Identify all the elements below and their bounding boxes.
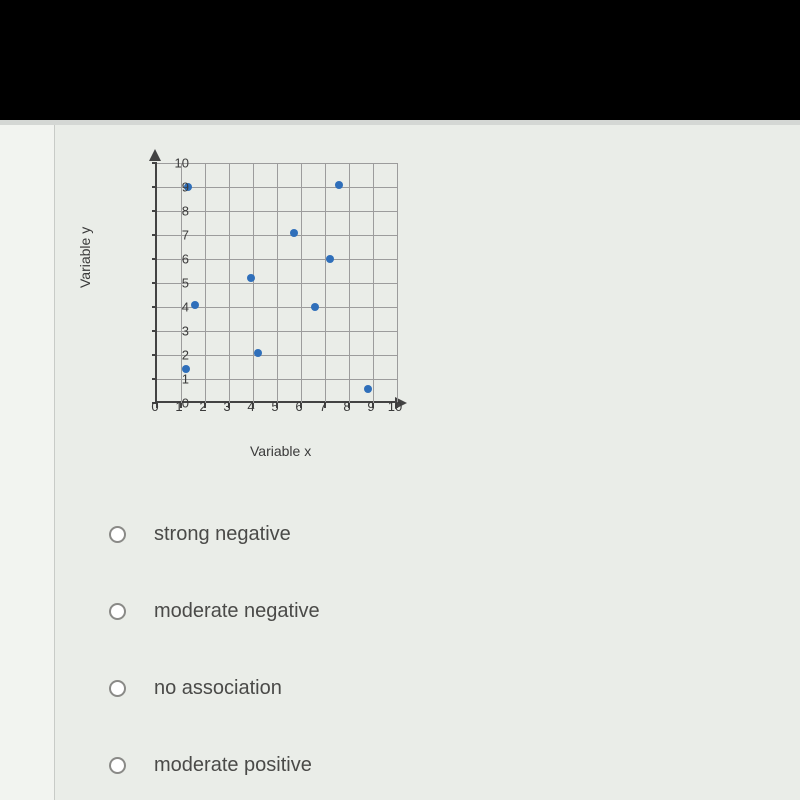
y-tick-label: 1 <box>165 372 189 387</box>
x-tick-label: 10 <box>388 399 402 414</box>
main-panel: Variable y Variable x 012345678910012345… <box>55 125 800 800</box>
data-point <box>290 229 298 237</box>
x-tick-label: 2 <box>199 399 206 414</box>
x-tick-label: 9 <box>367 399 374 414</box>
grid-horizontal <box>157 163 397 164</box>
x-tick-label: 7 <box>319 399 326 414</box>
grid-vertical <box>397 163 398 403</box>
y-tick-label: 9 <box>165 180 189 195</box>
data-point <box>364 385 372 393</box>
x-tick-label: 0 <box>151 399 158 414</box>
radio-icon[interactable] <box>109 526 126 543</box>
y-tick-mark <box>152 210 157 212</box>
y-tick-label: 2 <box>165 348 189 363</box>
x-tick-label: 1 <box>175 399 182 414</box>
data-point <box>254 349 262 357</box>
grid-horizontal <box>157 259 397 260</box>
option-label: strong negative <box>154 523 291 546</box>
data-point <box>326 255 334 263</box>
option-label: no association <box>154 677 282 700</box>
y-tick-label: 7 <box>165 228 189 243</box>
y-tick-label: 3 <box>165 324 189 339</box>
grid-horizontal <box>157 235 397 236</box>
answer-option[interactable]: moderate negative <box>109 600 800 623</box>
y-tick-mark <box>152 186 157 188</box>
grid-horizontal <box>157 283 397 284</box>
scatter-chart: Variable y Variable x 012345678910012345… <box>95 153 435 463</box>
content-area: Variable y Variable x 012345678910012345… <box>0 125 800 800</box>
y-tick-label: 10 <box>165 156 189 171</box>
radio-icon[interactable] <box>109 757 126 774</box>
y-axis-label: Variable y <box>77 227 93 288</box>
answer-option[interactable]: strong negative <box>109 523 800 546</box>
radio-icon[interactable] <box>109 680 126 697</box>
y-tick-label: 4 <box>165 300 189 315</box>
grid-vertical <box>325 163 326 403</box>
x-tick-label: 6 <box>295 399 302 414</box>
x-axis-label: Variable x <box>250 443 311 459</box>
plot-area <box>155 163 395 403</box>
y-tick-mark <box>152 306 157 308</box>
x-tick-label: 4 <box>247 399 254 414</box>
y-tick-label: 5 <box>165 276 189 291</box>
grid-vertical <box>373 163 374 403</box>
grid-horizontal <box>157 211 397 212</box>
y-tick-mark <box>152 378 157 380</box>
x-tick-label: 8 <box>343 399 350 414</box>
answer-option[interactable]: moderate positive <box>109 754 800 777</box>
y-tick-mark <box>152 354 157 356</box>
grid-horizontal <box>157 187 397 188</box>
left-gutter <box>0 125 55 800</box>
y-tick-mark <box>152 258 157 260</box>
grid-vertical <box>301 163 302 403</box>
y-tick-mark <box>152 234 157 236</box>
answer-option[interactable]: no association <box>109 677 800 700</box>
y-tick-label: 8 <box>165 204 189 219</box>
y-tick-mark <box>152 162 157 164</box>
top-black-bar <box>0 0 800 120</box>
y-axis-arrow-icon <box>149 149 161 161</box>
data-point <box>247 274 255 282</box>
data-point <box>311 303 319 311</box>
option-label: moderate positive <box>154 754 312 777</box>
y-tick-mark <box>152 330 157 332</box>
radio-icon[interactable] <box>109 603 126 620</box>
answer-options: strong negative moderate negative no assoc… <box>109 523 800 777</box>
grid-vertical <box>349 163 350 403</box>
data-point <box>191 301 199 309</box>
x-tick-label: 5 <box>271 399 278 414</box>
x-tick-label: 3 <box>223 399 230 414</box>
option-label: moderate negative <box>154 600 320 623</box>
y-tick-label: 6 <box>165 252 189 267</box>
y-tick-mark <box>152 282 157 284</box>
data-point <box>335 181 343 189</box>
